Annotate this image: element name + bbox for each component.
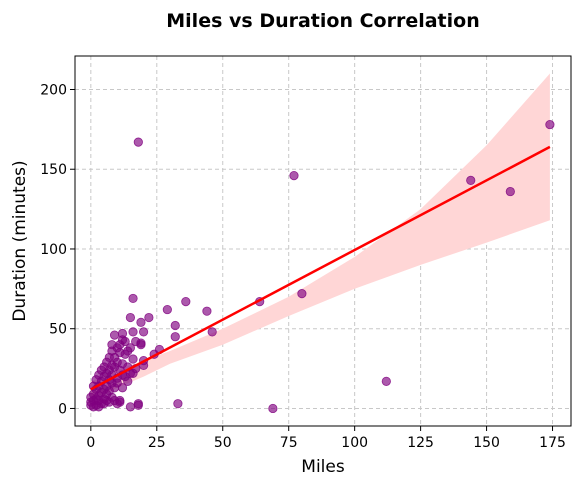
y-tick-label: 0 [58,401,67,417]
scatter-point [94,395,104,406]
scatter-point [136,340,146,350]
scatter-point [173,399,183,409]
y-axis-label: Duration (minutes) [10,160,30,321]
scatter-point [144,312,154,323]
scatter-point [115,397,125,407]
x-tick-label: 0 [86,435,95,451]
scatter-point [117,328,128,339]
plot-area-frame [74,55,572,427]
scatter-point [268,403,278,414]
x-axis-label: Miles [301,457,345,477]
y-tick-label: 50 [49,322,67,338]
scatter-point [133,137,143,147]
x-tick-label: 75 [280,435,298,451]
scatter-point [181,297,191,307]
scatter-point [162,304,172,315]
scatter-point [133,400,143,410]
scatter-point [138,327,149,337]
scatter-point [102,395,112,406]
scatter-point [297,289,307,299]
scatter-point [128,293,138,304]
scatter-point [128,354,138,364]
scatter-point [136,317,146,327]
scatter-point [125,312,136,323]
y-tick-label: 150 [40,162,67,178]
regression-line [90,145,551,391]
scatter-point [170,332,180,342]
scatter-point [125,402,136,412]
scatter-point [505,186,515,197]
scatter-point [109,330,120,340]
x-tick-label: 100 [341,435,368,451]
scatter-points-layer [86,119,555,414]
x-tick-label: 125 [407,435,434,451]
scatter-point [289,171,299,181]
chart-title: Miles vs Duration Correlation [166,10,479,32]
x-tick-label: 175 [539,435,566,451]
y-tick-label: 200 [40,82,67,98]
y-tick-label: 100 [40,242,67,258]
regression-line-layer [90,145,551,391]
x-tick-label: 150 [473,435,500,451]
x-tick-label: 50 [214,435,232,451]
tick-layer: 0 25 50 75 100 125 150 175 0 50 100 150 200 [40,82,566,451]
scatter-point [207,327,217,337]
scatter-point [86,400,96,410]
scatter-point [466,175,476,185]
scatter-point [128,327,138,337]
scatter-point [170,320,180,331]
scatter-point [545,119,555,130]
scatter-point [202,306,212,316]
scatter-point [381,376,391,386]
x-tick-label: 25 [148,435,166,451]
